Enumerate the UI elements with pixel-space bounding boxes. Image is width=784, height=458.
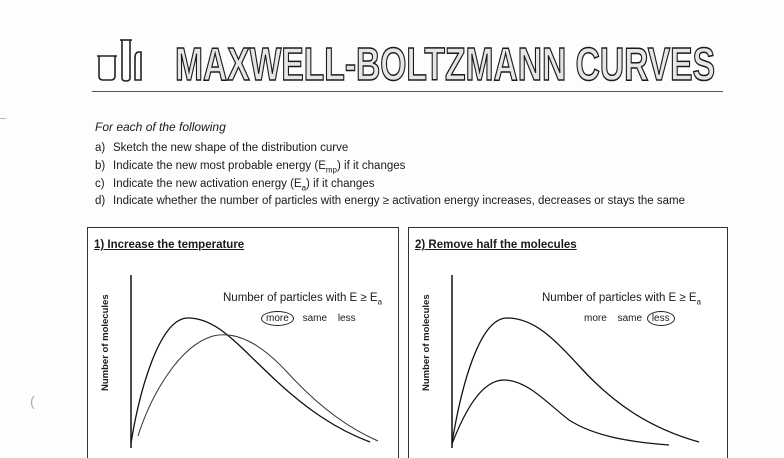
- option-more[interactable]: more: [584, 313, 607, 324]
- panel-title: 1) Increase the temperature: [94, 239, 245, 251]
- page-title: MAXWELL-BOLTZMANN CURVES: [175, 38, 715, 86]
- lab-glassware-icon: [97, 39, 142, 82]
- option-less[interactable]: less: [646, 311, 675, 326]
- worksheet-header: MAXWELL-BOLTZMANN CURVES: [97, 37, 716, 86]
- answer-options[interactable]: more same less: [584, 311, 675, 326]
- answer-options[interactable]: more same less: [261, 311, 356, 326]
- scan-mark: (: [30, 393, 35, 409]
- option-same[interactable]: same: [617, 313, 643, 324]
- sketched-curve: [137, 334, 379, 442]
- option-same[interactable]: same: [302, 313, 328, 324]
- original-curve: [451, 317, 700, 444]
- particle-count-label: Number of particles with E ≥ Ea: [542, 292, 702, 307]
- instruction-item: c) Indicate the new activation energy (Ea…: [95, 178, 375, 193]
- question-panel: 2) Remove half the molecules Number of m…: [408, 227, 728, 458]
- header-rule: [92, 91, 723, 92]
- particle-count-label: Number of particles with E ≥ Ea: [223, 292, 383, 307]
- original-curve: [130, 317, 371, 444]
- instruction-item: a) Sketch the new shape of the distributi…: [95, 142, 349, 154]
- option-more[interactable]: more: [261, 311, 294, 326]
- scan-mark: [0, 118, 6, 119]
- instruction-item: b) Indicate the new most probable energy …: [95, 160, 406, 175]
- distribution-graph[interactable]: [409, 228, 727, 448]
- instruction-item: d) Indicate whether the number of particl…: [95, 195, 686, 207]
- question-panel: 1) Increase the temperature Number of mo…: [87, 227, 399, 458]
- distribution-graph[interactable]: [88, 228, 398, 448]
- sketched-curve: [451, 379, 670, 446]
- intro-text: For each of the following: [95, 120, 226, 134]
- panel-title: 2) Remove half the molecules: [415, 239, 577, 251]
- option-less[interactable]: less: [337, 313, 356, 324]
